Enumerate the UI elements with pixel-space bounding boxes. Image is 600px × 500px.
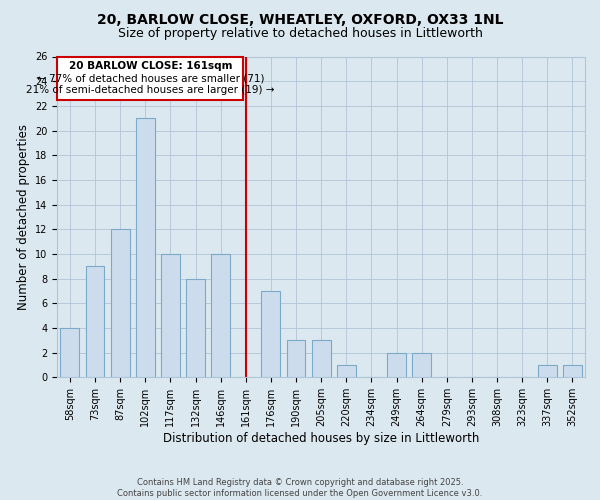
Y-axis label: Number of detached properties: Number of detached properties xyxy=(17,124,29,310)
Text: 20 BARLOW CLOSE: 161sqm: 20 BARLOW CLOSE: 161sqm xyxy=(68,61,232,71)
Bar xyxy=(563,365,582,378)
Bar xyxy=(136,118,155,378)
Bar xyxy=(312,340,331,378)
Bar xyxy=(61,328,79,378)
Text: Size of property relative to detached houses in Littleworth: Size of property relative to detached ho… xyxy=(118,28,482,40)
Bar xyxy=(58,56,243,100)
Bar xyxy=(387,352,406,378)
Bar xyxy=(287,340,305,378)
Bar xyxy=(337,365,356,378)
Text: Contains HM Land Registry data © Crown copyright and database right 2025.
Contai: Contains HM Land Registry data © Crown c… xyxy=(118,478,482,498)
Bar xyxy=(111,230,130,378)
Bar xyxy=(211,254,230,378)
Bar xyxy=(161,254,180,378)
Bar xyxy=(262,291,280,378)
Bar xyxy=(412,352,431,378)
Bar xyxy=(86,266,104,378)
Text: 21% of semi-detached houses are larger (19) →: 21% of semi-detached houses are larger (… xyxy=(26,86,275,96)
Bar xyxy=(538,365,557,378)
Text: ← 77% of detached houses are smaller (71): ← 77% of detached houses are smaller (71… xyxy=(37,73,264,83)
Text: 20, BARLOW CLOSE, WHEATLEY, OXFORD, OX33 1NL: 20, BARLOW CLOSE, WHEATLEY, OXFORD, OX33… xyxy=(97,12,503,26)
X-axis label: Distribution of detached houses by size in Littleworth: Distribution of detached houses by size … xyxy=(163,432,479,445)
Bar xyxy=(186,278,205,378)
